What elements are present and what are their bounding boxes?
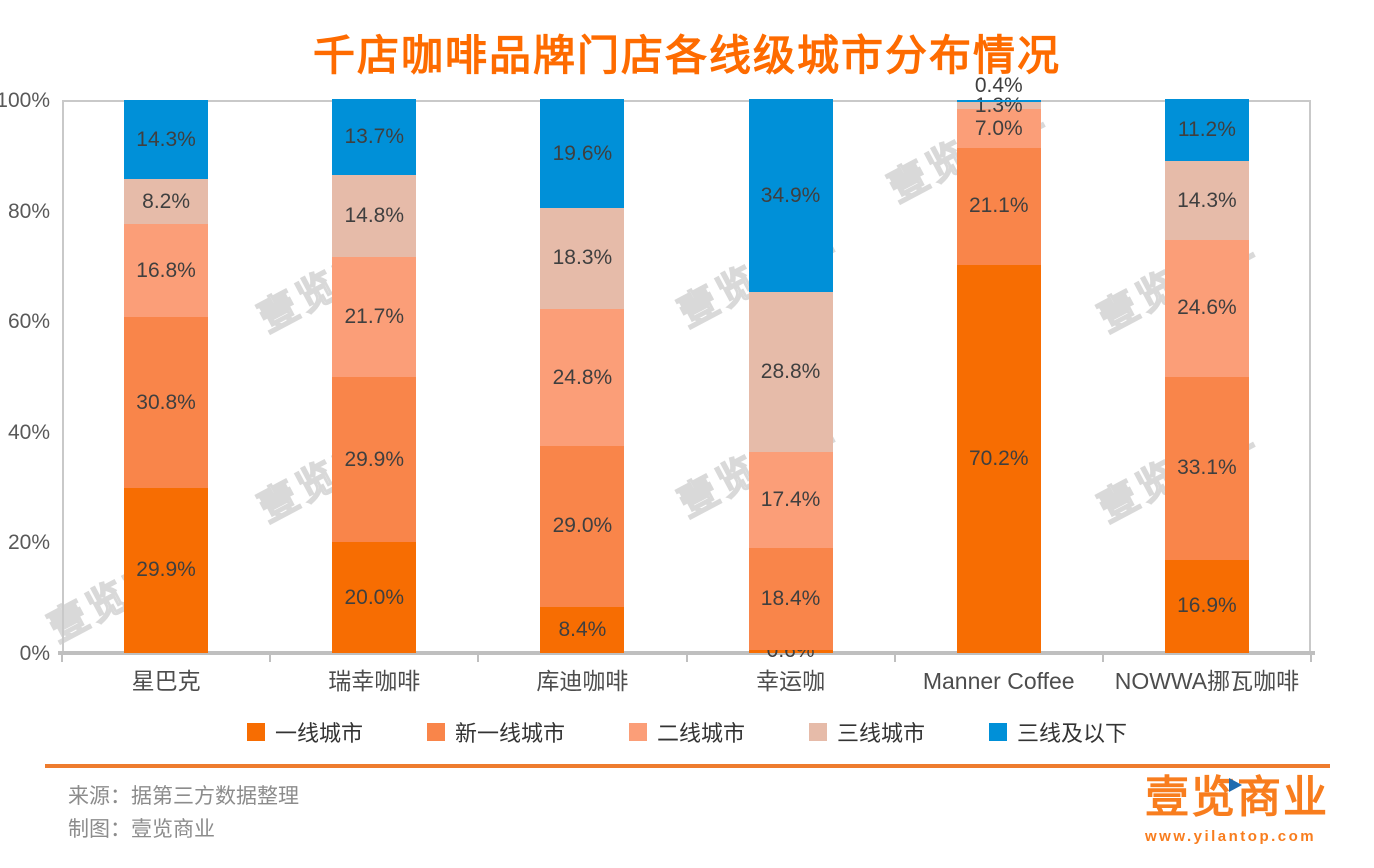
stacked-bar-1: 29.9% 30.8% 16.8% 8.2% 14.3%: [124, 100, 209, 653]
stacked-bar-6: 16.9% 33.1% 24.6% 14.3% 11.2%: [1164, 99, 1249, 653]
y-axis-tick-label: 0%: [19, 642, 50, 665]
bar-segment: [956, 102, 1041, 110]
bar-segment: [748, 649, 833, 653]
legend-item: 三线及以下: [989, 716, 1127, 748]
y-axis-tick-label: 20%: [7, 531, 50, 555]
legend-item: 新一线城市: [426, 716, 565, 748]
bar-segment: [748, 292, 833, 452]
legend-label: 三线及以下: [1017, 721, 1128, 746]
bar-segment: [1164, 376, 1249, 560]
bar-segment: [124, 487, 209, 653]
bar-segment: [124, 100, 209, 180]
x-axis-tick: [1310, 655, 1312, 662]
bar-segment: [332, 257, 417, 378]
legend-label: 一线城市: [274, 721, 363, 746]
legend-label: 二线城市: [656, 721, 745, 746]
legend-label: 三线城市: [837, 721, 926, 746]
legend-item: 一线城市: [246, 716, 363, 748]
legend-swatch-icon: [809, 723, 827, 741]
footer-divider: [45, 764, 1330, 768]
plot-area: [62, 100, 1311, 653]
bar-segment: [332, 99, 417, 176]
x-axis-tick: [685, 655, 688, 662]
legend-label: 新一线城市: [454, 721, 565, 746]
chart-title: 千店咖啡品牌门店各线级城市分布情况: [312, 32, 1061, 79]
bar-segment: [748, 547, 833, 650]
bar-segment: [748, 99, 833, 293]
stacked-bar-2: 20.0% 29.9% 21.7% 14.8% 13.7%: [332, 99, 417, 653]
bar-segment: [956, 109, 1041, 149]
x-axis-category-label: Manner Coffee: [922, 668, 1075, 694]
bar-segment: [1164, 240, 1249, 377]
bar-segment: [540, 99, 625, 208]
y-axis-tick-label: 100%: [0, 89, 50, 112]
stacked-bar-5: 70.2% 21.1% 7.0% 1.3% 0.4%: [956, 75, 1041, 653]
y-axis-tick-label: 40%: [7, 420, 50, 444]
legend-swatch-icon: [989, 723, 1008, 741]
bar-segment: [124, 179, 209, 225]
bar-segment: [540, 207, 625, 310]
bar-segment: [956, 100, 1041, 103]
credit-line: 制图：壹览商业: [68, 818, 215, 841]
x-axis-tick: [893, 655, 896, 662]
x-axis-tick: [1101, 655, 1104, 662]
legend-item: 三线城市: [809, 716, 925, 748]
bar-segment: [1164, 99, 1249, 162]
brand-logo-url: www.yilantop.com: [1145, 828, 1317, 845]
x-axis-category-label: 星巴克: [131, 668, 201, 694]
bar-segment: [748, 451, 833, 548]
stacked-bar-4: 0.6% 18.4% 17.4% 28.8% 34.9%: [748, 99, 833, 662]
bar-segment: [332, 542, 417, 653]
x-axis-tick: [477, 655, 480, 662]
legend-item: 二线城市: [628, 716, 745, 748]
bar-segment: [956, 148, 1041, 265]
y-axis-tick-label: 80%: [7, 199, 50, 223]
legend: 一线城市 新一线城市 二线城市 三线城市 三线及以下: [0, 716, 1374, 748]
bar-segment: [1164, 161, 1249, 241]
legend-swatch-icon: [628, 723, 647, 741]
x-axis-category-label: 幸运咖: [756, 668, 826, 694]
source-block: 来源：据第三方数据整理 制图：壹览商业: [68, 780, 299, 846]
bar-segment: [540, 446, 625, 607]
source-line: 来源：据第三方数据整理: [68, 785, 299, 808]
bar-segment: [124, 224, 209, 318]
x-axis-line: [58, 651, 1315, 655]
logo-flag-icon: [1229, 778, 1242, 792]
bar-segment: [540, 606, 625, 653]
stacked-bar-3: 8.4% 29.0% 24.8% 18.3% 19.6%: [540, 99, 625, 653]
legend-swatch-icon: [246, 723, 265, 741]
brand-logo-text: 壹览商业: [1145, 773, 1329, 822]
legend-swatch-icon: [426, 723, 445, 741]
bar-segment: [332, 377, 417, 543]
x-axis-category-label: 库迪咖啡: [536, 668, 629, 694]
bar-segment: [540, 309, 625, 447]
x-axis-tick: [269, 655, 272, 662]
bar-segment: [332, 175, 417, 258]
x-axis-category-label: NOWWA挪瓦咖啡: [1114, 668, 1300, 694]
bar-segment: [1164, 559, 1249, 653]
brand-logo: 壹览商业 www.yilantop.com: [1145, 772, 1355, 845]
x-axis-tick: [61, 655, 63, 662]
bar-segment: [124, 317, 209, 488]
y-axis-tick-label: 60%: [7, 310, 50, 334]
bar-segment: [956, 264, 1041, 653]
x-axis-category-label: 瑞幸咖啡: [328, 668, 421, 694]
